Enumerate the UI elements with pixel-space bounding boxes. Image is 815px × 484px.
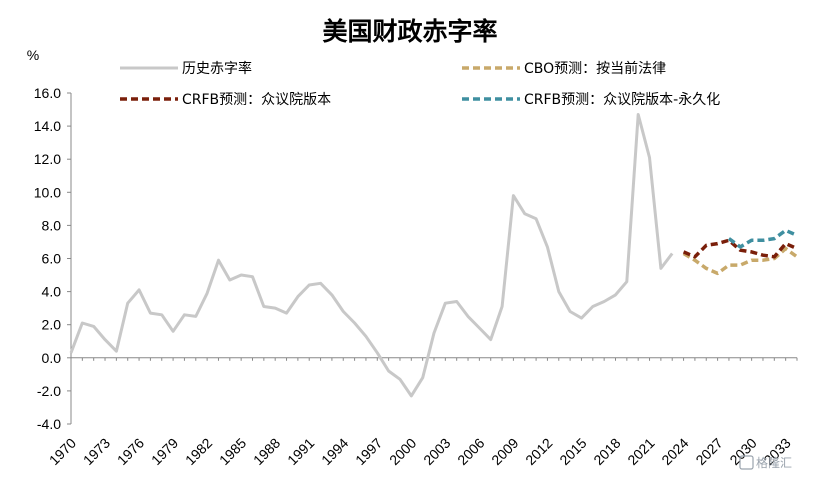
watermark: 格隆汇 xyxy=(739,455,792,470)
x-tick-label: 1994 xyxy=(318,435,351,468)
watermark-text: 格隆汇 xyxy=(756,455,792,470)
x-tick-label: 1973 xyxy=(80,435,113,468)
x-tick-label: 2030 xyxy=(726,435,759,468)
x-tick-label: 1988 xyxy=(250,435,283,468)
legend-label-1: 历史赤字率 xyxy=(182,60,252,77)
x-tick-label: 1997 xyxy=(352,435,385,468)
x-tick-label: 2012 xyxy=(522,435,555,468)
x-tick-label: 1979 xyxy=(148,435,181,468)
series-line-3 xyxy=(682,238,798,259)
y-unit-label: % xyxy=(27,47,39,63)
y-tick-label: 6.0 xyxy=(42,251,62,267)
series-line-1 xyxy=(69,113,674,398)
x-tick-label: 1982 xyxy=(182,435,215,468)
x-tick-label: 2009 xyxy=(488,435,521,468)
legend: 历史赤字率 CBO预测：按当前法律 CRFB预测：众议院版本 CRFB预测：众议院版本… xyxy=(120,60,720,108)
series-line-4 xyxy=(727,228,798,249)
y-tick-label: 12.0 xyxy=(34,151,61,167)
x-tick-label: 2000 xyxy=(386,435,419,468)
y-tick-label: 8.0 xyxy=(42,217,62,233)
watermark-logo-icon xyxy=(739,455,754,470)
x-tick-label: 2024 xyxy=(658,435,691,468)
y-tick-label: 14.0 xyxy=(34,118,61,134)
chart-title: 美国财政赤字率 xyxy=(322,17,497,46)
x-tick-label: 2021 xyxy=(624,435,657,468)
y-tick-label: -4.0 xyxy=(37,416,61,432)
y-tick-labels: 16.0 14.0 12.0 10.0 8.0 6.0 4.0 2.0 0.0 -2.0 -4.0 xyxy=(34,85,61,432)
x-tick-label: 2027 xyxy=(692,435,725,468)
series-line-2 xyxy=(682,246,799,276)
axes xyxy=(67,92,798,425)
series-lines xyxy=(69,113,799,398)
legend-label-2: CBO预测：按当前法律 xyxy=(524,60,666,77)
y-tick-label: 4.0 xyxy=(42,284,62,300)
x-tick-label: 1985 xyxy=(216,435,249,468)
x-tick-label: 2006 xyxy=(454,435,487,468)
x-tick-labels: 1970 1973 1976 1979 1982 1985 1988 1991 1994 1997… xyxy=(46,435,794,468)
legend-label-4: CRFB预测：众议院版本-永久化 xyxy=(524,92,720,108)
y-tick-label: 10.0 xyxy=(34,184,61,200)
legend-label-3: CRFB预测：众议院版本 xyxy=(182,92,331,108)
y-tick-label: -2.0 xyxy=(37,383,61,399)
x-tick-label: 1970 xyxy=(46,435,79,468)
x-tick-label: 2015 xyxy=(556,435,589,468)
x-tick-label: 2003 xyxy=(420,435,453,468)
x-tick-label: 1976 xyxy=(114,435,147,468)
x-tick-label: 2018 xyxy=(590,435,623,468)
x-tick-label: 1991 xyxy=(284,435,317,468)
y-tick-label: 0.0 xyxy=(42,350,62,366)
y-tick-label: 16.0 xyxy=(34,85,61,101)
y-tick-label: 2.0 xyxy=(42,317,62,333)
